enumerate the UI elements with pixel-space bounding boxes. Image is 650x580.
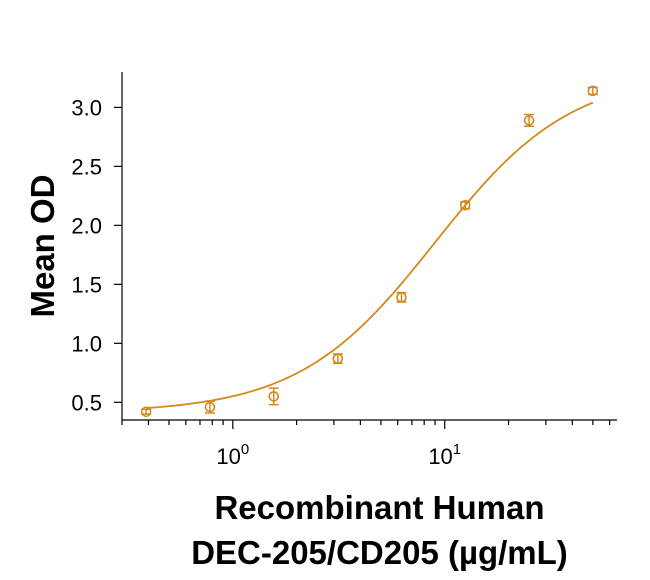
- x-tick-label: 101: [428, 441, 461, 469]
- y-tick-label: 1.0: [71, 331, 102, 356]
- data-point: [396, 292, 407, 303]
- x-ticks: 100 101: [121, 420, 611, 469]
- data-point: [587, 85, 599, 97]
- y-tick-label: 0.5: [71, 390, 102, 415]
- fit-curve: [146, 101, 594, 409]
- data-points: [140, 85, 599, 418]
- data-point: [459, 200, 471, 211]
- x-axis-title-line2: DEC-205/CD205 (µg/mL): [191, 534, 568, 571]
- y-tick-label: 1.5: [71, 272, 102, 297]
- y-tick-label: 2.0: [71, 213, 102, 238]
- y-tick-label: 2.5: [71, 154, 102, 179]
- data-point: [332, 353, 344, 364]
- y-axis-title: Mean OD: [24, 174, 61, 317]
- data-point: [204, 401, 216, 413]
- data-point: [523, 115, 535, 126]
- data-point: [140, 406, 152, 418]
- data-point: [268, 391, 280, 402]
- axes: [121, 72, 617, 421]
- y-ticks: 0.5 1.0 1.5 2.0 2.5 3.0: [71, 95, 122, 415]
- fit-curve-group: [146, 101, 594, 409]
- y-tick-label: 3.0: [71, 95, 102, 120]
- x-tick-label: 100: [216, 441, 249, 469]
- x-axis-title-line1: Recombinant Human: [214, 489, 544, 526]
